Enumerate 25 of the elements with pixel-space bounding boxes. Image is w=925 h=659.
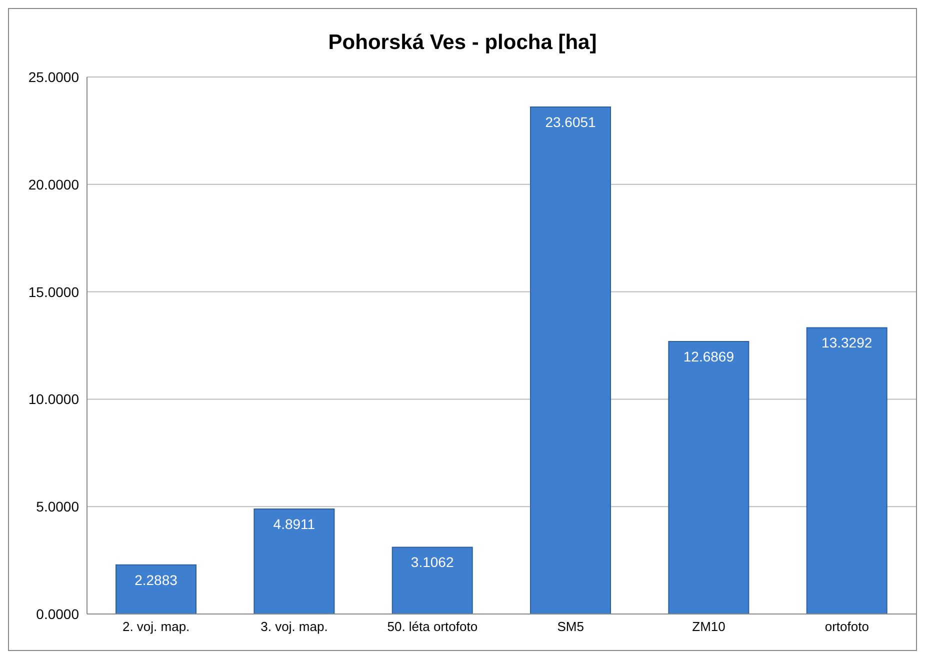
x-tick-label: 2. voj. map. — [122, 619, 190, 634]
bar — [392, 546, 473, 614]
x-tick-label: 50. léta ortofoto — [387, 619, 478, 634]
y-tick-label: 25.0000 — [28, 68, 80, 85]
y-tick-label: 15.0000 — [28, 284, 80, 300]
x-tick-label: SM5 — [557, 619, 584, 634]
data-label: 3.1062 — [410, 554, 454, 570]
bar — [116, 564, 197, 614]
x-tick-label: ortofoto — [824, 619, 869, 634]
data-label: 23.6051 — [545, 114, 596, 130]
y-tick-label: 0.0000 — [36, 606, 80, 622]
x-tick-label: ZM10 — [692, 619, 726, 634]
bar — [668, 340, 750, 614]
data-label: 2.2883 — [134, 572, 178, 588]
data-label: 4.8911 — [273, 516, 316, 532]
y-tick-label: 10.0000 — [28, 391, 80, 408]
x-tick-label: 3. voj. map. — [260, 619, 328, 634]
bar — [254, 508, 335, 614]
chart-title: Pohorská Ves - plocha [ha] — [328, 31, 597, 54]
data-label: 13.3292 — [822, 334, 872, 351]
bar — [530, 106, 612, 614]
bar — [806, 327, 888, 614]
y-tick-label: 5.0000 — [36, 498, 80, 515]
data-label: 12.6869 — [683, 348, 734, 364]
y-tick-label: 20.0000 — [28, 176, 80, 192]
